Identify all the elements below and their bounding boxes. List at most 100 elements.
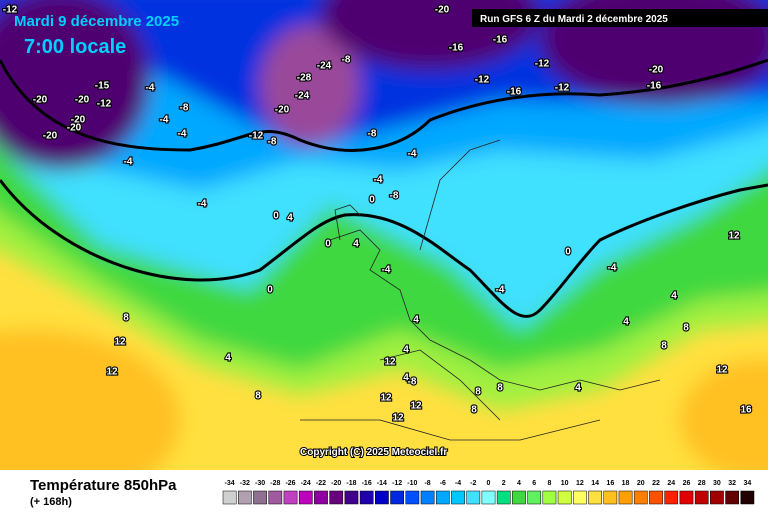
scale-label: 2	[502, 480, 506, 487]
scale-label: -22	[316, 480, 326, 487]
scale-swatch	[664, 490, 679, 505]
copyright: Copyright (C) 2025 Meteociel.fr	[300, 447, 447, 458]
contour-label: 8	[683, 323, 689, 334]
contour-label: -20	[71, 115, 86, 126]
contour-label: -8	[390, 191, 399, 202]
contour-labels: -12-20 -20-20-15-12-20-20-4-8-4-4-4-28-24…	[2, 4, 753, 425]
scale-label: -4	[455, 480, 461, 487]
contour-label: 12	[380, 393, 392, 404]
contour-label: -8	[342, 55, 351, 66]
contour-label: -20	[33, 95, 48, 106]
scale-label: 26	[683, 480, 691, 487]
legend-subtitle: (+ 168h)	[30, 496, 72, 508]
scale-swatch	[344, 490, 359, 505]
contour-label: -4	[160, 115, 169, 126]
contour-label: -12	[475, 75, 490, 86]
color-scale: -34 -32 -30 -28 -26 -24 -22 -20 -18 -16 -14 -12 -10-…	[222, 480, 755, 505]
contour-label: 0	[267, 285, 273, 296]
scale-swatch	[435, 490, 450, 505]
scale-label: 28	[698, 480, 706, 487]
run-box	[472, 9, 768, 27]
contour-label: 4	[413, 315, 419, 326]
scale-label: -26	[285, 480, 295, 487]
contour-label: -12	[555, 83, 570, 94]
contour-label: -4	[608, 263, 617, 274]
contour-label: 12	[106, 367, 118, 378]
contour-label: 8	[471, 405, 477, 416]
run-info: Run GFS 6 Z du Mardi 2 décembre 2025	[480, 14, 668, 25]
contour-label: -12	[535, 59, 550, 70]
scale-label: -8	[424, 480, 430, 487]
contour-label: -8	[368, 129, 377, 140]
scale-label: -12	[392, 480, 402, 487]
scale-swatch	[740, 490, 755, 505]
zero-isotherm	[0, 58, 768, 318]
contour-label: -4	[496, 285, 505, 296]
scale-label: -30	[255, 480, 265, 487]
contour-label: 4	[353, 239, 359, 250]
scale-label: -32	[240, 480, 250, 487]
contour-label: 4	[575, 383, 581, 394]
scale-swatch	[359, 490, 374, 505]
scale-label: 14	[591, 480, 599, 487]
scale-swatch	[420, 490, 435, 505]
contour-label: 8	[475, 387, 481, 398]
scale-swatch	[329, 490, 344, 505]
contour-label: 12	[716, 365, 728, 376]
scale-swatch	[496, 490, 511, 505]
time: 7:00 locale	[24, 36, 126, 58]
contour-label: 12	[728, 231, 740, 242]
contour-label: -4	[124, 157, 133, 168]
scale-swatch	[314, 490, 328, 505]
scale-label: 10	[561, 480, 569, 487]
contour-label: 16	[740, 405, 752, 416]
contour-label: 4	[403, 345, 409, 356]
scale-swatch	[573, 490, 587, 505]
contour-label: -20	[435, 5, 450, 16]
contour-label: -24	[295, 91, 310, 102]
contour-label: -15	[95, 81, 110, 92]
contour-label: -4	[382, 265, 391, 276]
contour-label: 12	[384, 357, 396, 368]
contour-label: -16	[507, 87, 522, 98]
contour-label: -20	[67, 123, 82, 134]
scale-swatch	[512, 490, 526, 505]
contour-label: 0	[565, 247, 571, 258]
contour-label: 8	[661, 341, 667, 352]
scale-label: 0	[487, 480, 491, 487]
scale-swatch	[679, 490, 694, 505]
scale-label: 30	[713, 480, 721, 487]
scale-swatch	[390, 490, 404, 505]
scale-swatch	[527, 490, 542, 505]
scale-label: 8	[547, 480, 551, 487]
scale-swatch	[481, 490, 496, 505]
scale-label: 32	[728, 480, 736, 487]
scale-swatch	[298, 490, 313, 505]
scale-label: 20	[637, 480, 645, 487]
contour-label: 4	[623, 317, 629, 328]
contour-label: 8	[255, 391, 261, 402]
contour-label: 0	[325, 239, 331, 250]
contour-label: -28	[297, 73, 312, 84]
coastlines	[300, 139, 661, 441]
legend-title: Température 850hPa	[30, 477, 177, 494]
contour-label: 8	[123, 313, 129, 324]
contour-label: 4	[287, 213, 293, 224]
scale-label: 12	[576, 480, 584, 487]
contour-label: -4	[178, 129, 187, 140]
scale-label: -24	[301, 480, 311, 487]
scale-swatch	[268, 490, 283, 505]
scale-swatch	[557, 490, 572, 505]
scale-swatch	[603, 490, 618, 505]
contour-label: 12	[392, 413, 404, 424]
scale-swatch	[375, 490, 389, 505]
scale-label: -2	[470, 480, 476, 487]
contour-label: 12	[114, 337, 126, 348]
scale-label: -10	[407, 480, 417, 487]
contour-label: -4	[374, 175, 383, 186]
contour-label: -20	[75, 95, 90, 106]
scale-label: 6	[532, 480, 536, 487]
scale-label: 16	[606, 480, 614, 487]
